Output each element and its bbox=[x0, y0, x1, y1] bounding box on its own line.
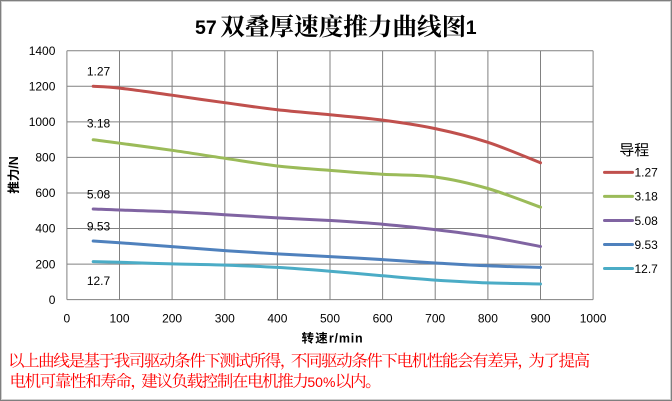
svg-text:1: 1 bbox=[466, 17, 477, 39]
svg-text:200: 200 bbox=[162, 311, 182, 325]
svg-text:300: 300 bbox=[215, 311, 235, 325]
svg-text:9.53: 9.53 bbox=[635, 238, 659, 252]
svg-text:1200: 1200 bbox=[29, 80, 56, 94]
svg-text:800: 800 bbox=[478, 311, 498, 325]
svg-text:800: 800 bbox=[35, 151, 55, 165]
svg-text:100: 100 bbox=[109, 311, 129, 325]
svg-text:700: 700 bbox=[425, 311, 445, 325]
svg-text:r/min: r/min bbox=[329, 332, 364, 346]
svg-text:500: 500 bbox=[320, 311, 340, 325]
svg-text:200: 200 bbox=[35, 257, 55, 271]
svg-text:400: 400 bbox=[267, 311, 287, 325]
svg-text:3.18: 3.18 bbox=[635, 190, 659, 204]
svg-text:1000: 1000 bbox=[580, 311, 607, 325]
svg-text:57: 57 bbox=[195, 17, 217, 39]
svg-text:9.53: 9.53 bbox=[87, 219, 111, 233]
svg-text:600: 600 bbox=[373, 311, 393, 325]
svg-text:400: 400 bbox=[35, 222, 55, 236]
svg-text:5.08: 5.08 bbox=[87, 187, 111, 201]
svg-text:12.7: 12.7 bbox=[87, 274, 111, 288]
svg-text:3.18: 3.18 bbox=[87, 117, 111, 131]
svg-text:1.27: 1.27 bbox=[635, 166, 659, 180]
svg-text:900: 900 bbox=[530, 311, 550, 325]
svg-text:50%: 50% bbox=[307, 374, 335, 390]
svg-text:0: 0 bbox=[64, 311, 71, 325]
svg-text:600: 600 bbox=[35, 186, 55, 200]
svg-text:1400: 1400 bbox=[29, 44, 56, 58]
svg-text:0: 0 bbox=[49, 293, 56, 307]
svg-text:12.7: 12.7 bbox=[635, 262, 659, 276]
svg-text:/N: /N bbox=[7, 156, 21, 169]
svg-text:1000: 1000 bbox=[29, 115, 56, 129]
svg-text:1.27: 1.27 bbox=[87, 65, 111, 79]
svg-text:5.08: 5.08 bbox=[635, 214, 659, 228]
